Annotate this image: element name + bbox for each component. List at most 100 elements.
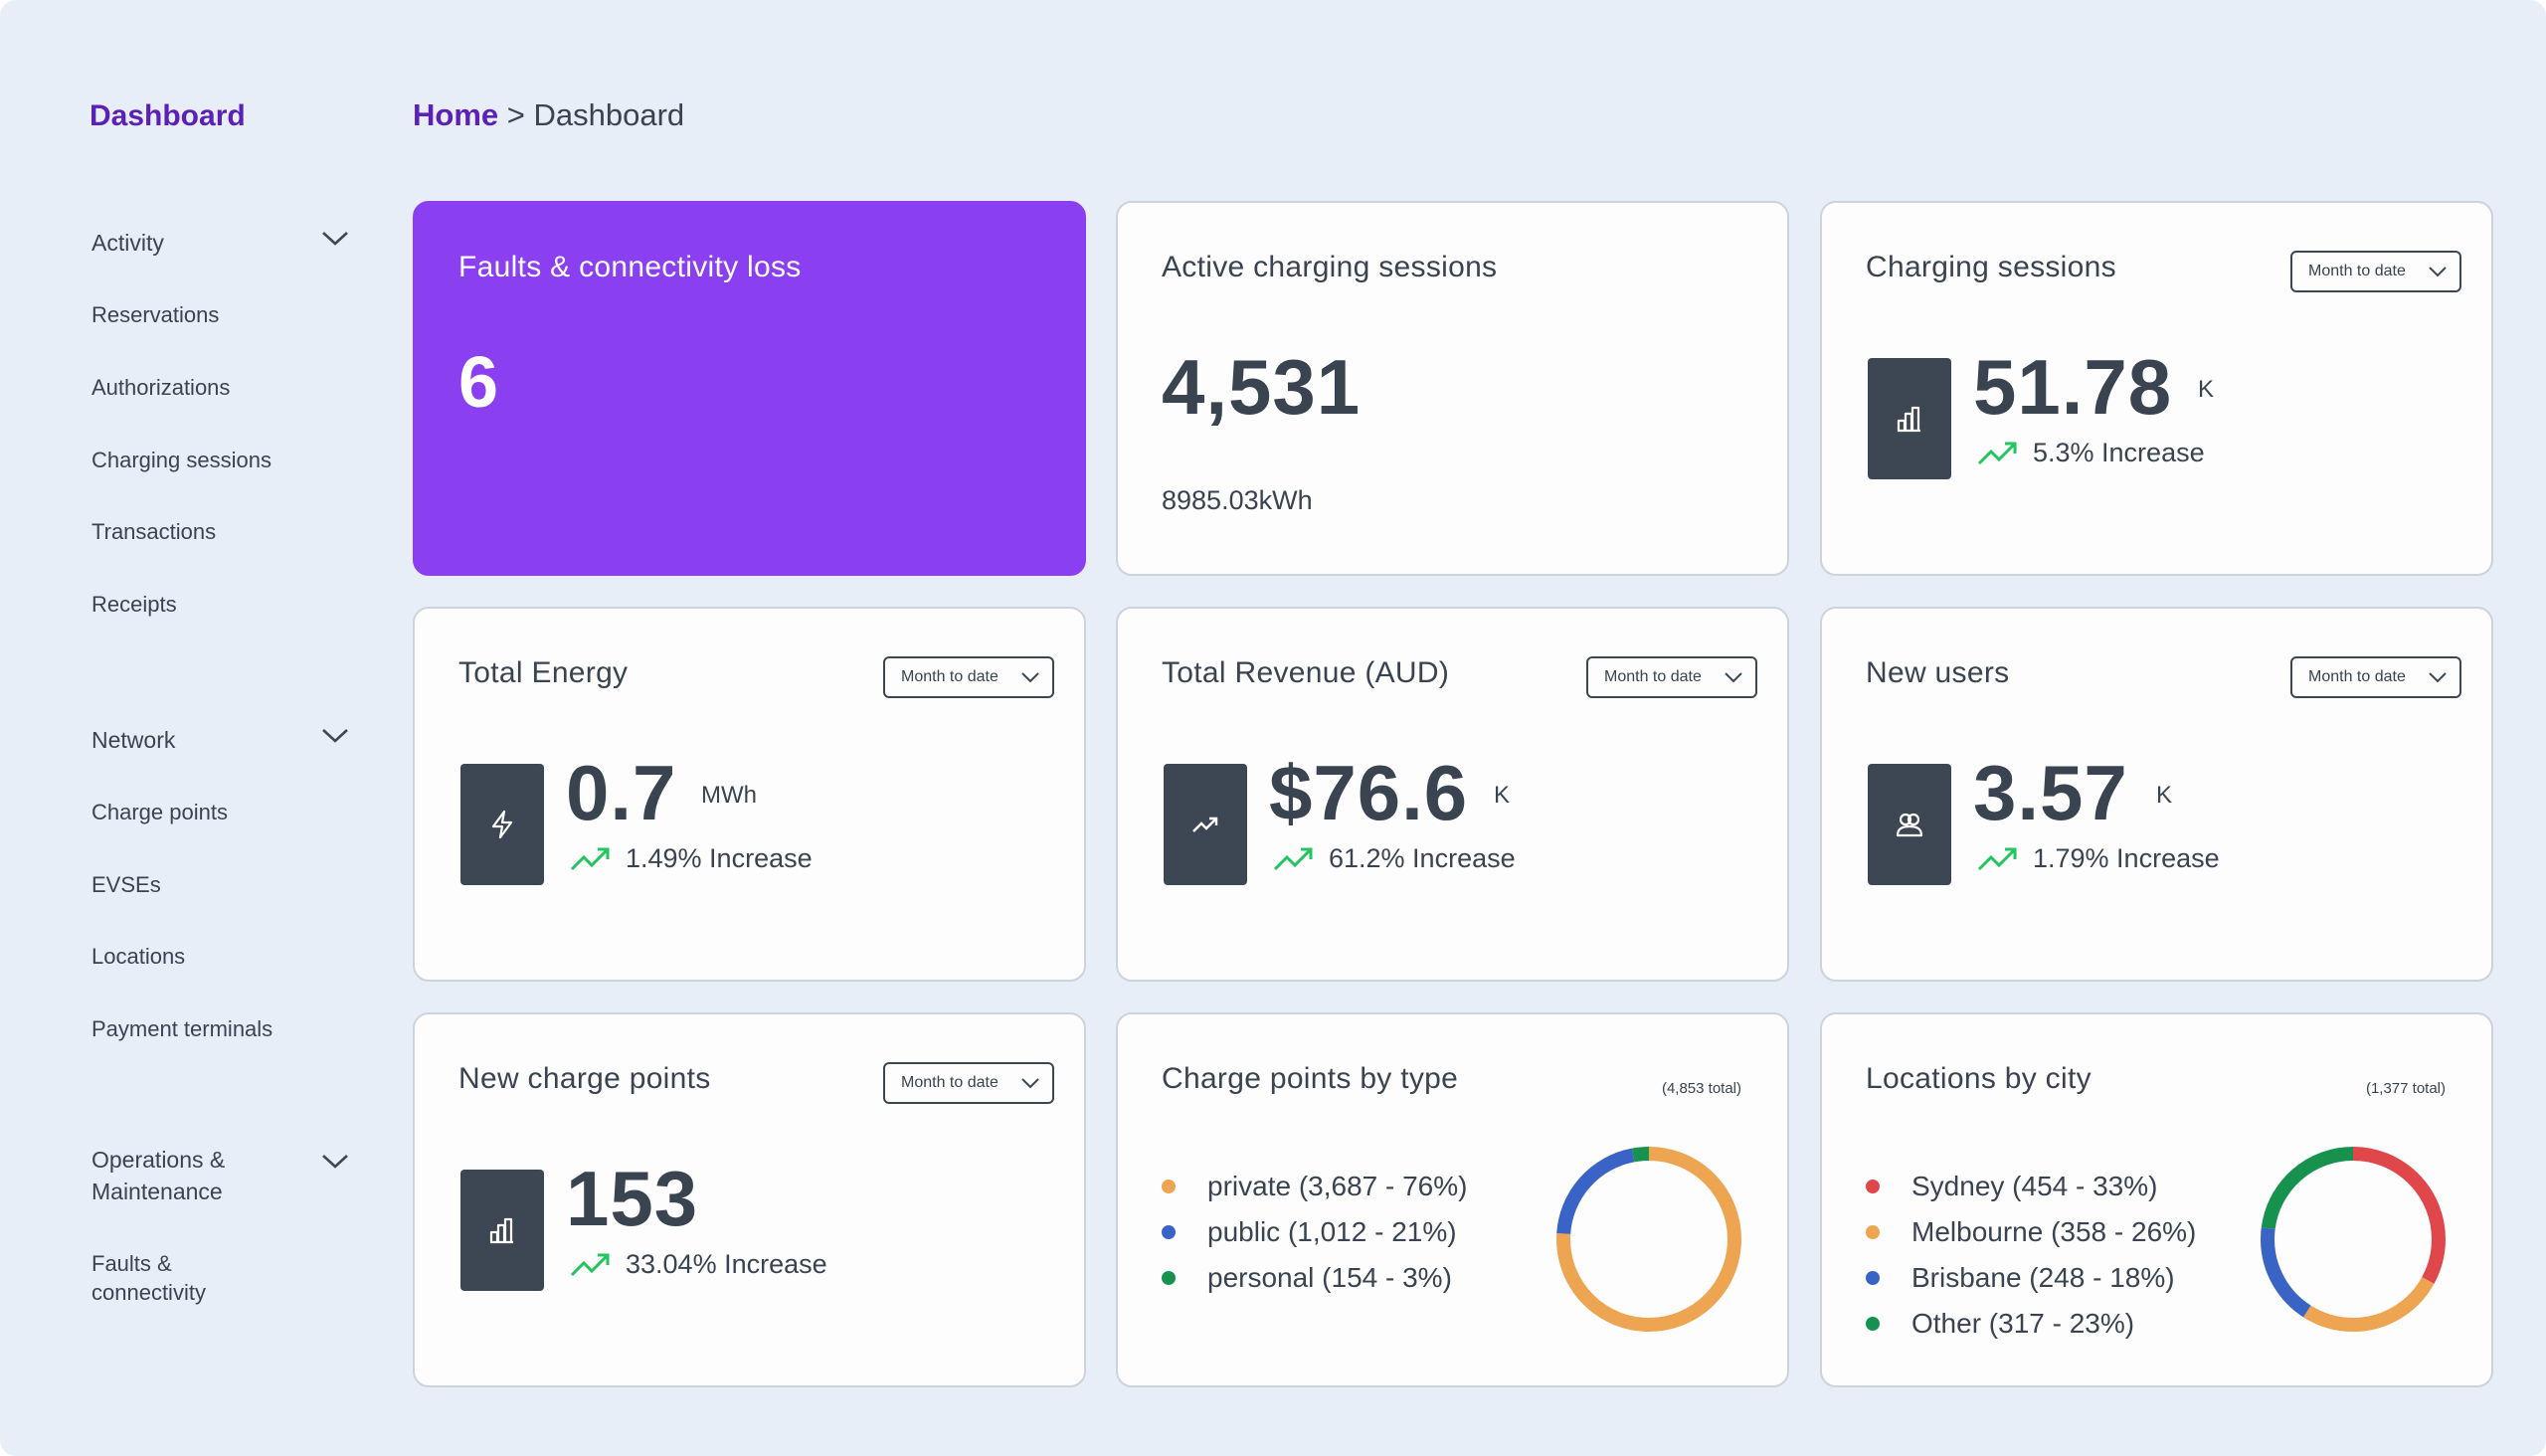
card-title: Total Energy <box>458 656 629 689</box>
legend-dot <box>1162 1271 1176 1285</box>
new-users-unit: K <box>2156 782 2173 809</box>
sidebar-item-payment-terminals[interactable]: Payment terminals <box>91 1016 273 1041</box>
active-sessions-card[interactable]: Active charging sessions 4,531 8985.03kW… <box>1116 201 1789 576</box>
trend-label: 61.2% Increase <box>1329 843 1516 873</box>
dropdown-label: Month to date <box>901 1074 999 1091</box>
period-dropdown[interactable]: Month to date <box>883 656 1054 698</box>
sidebar-item-authorizations[interactable]: Authorizations <box>91 375 231 400</box>
period-dropdown[interactable]: Month to date <box>2290 656 2461 698</box>
donut-legend: private (3,687 - 76%) public (1,012 - 21… <box>1162 1164 1467 1301</box>
trend-arrow-icon-box <box>1164 764 1247 885</box>
trend-label: 1.49% Increase <box>626 843 813 873</box>
sidebar-item-charge-points[interactable]: Charge points <box>91 800 228 824</box>
period-dropdown[interactable]: Month to date <box>1586 656 1757 698</box>
trend-up-icon <box>1977 442 2017 464</box>
legend-dot <box>1162 1180 1176 1193</box>
nav-head-network[interactable]: Network <box>91 718 350 762</box>
legend-item: Melbourne (358 - 26%) <box>1866 1209 2196 1255</box>
donut-segment-other <box>2261 1147 2446 1332</box>
sidebar-item-evses[interactable]: EVSEs <box>91 872 161 897</box>
trend-label: 33.04% Increase <box>626 1249 827 1279</box>
charge-points-by-type-card[interactable]: Charge points by type (4,853 total) priv… <box>1116 1012 1789 1387</box>
nav-head-operations[interactable]: Operations & Maintenance <box>91 1144 350 1213</box>
chevron-down-icon[interactable] <box>320 227 350 251</box>
legend-item: personal (154 - 3%) <box>1162 1255 1467 1301</box>
nav-head-label: Operations & Maintenance <box>91 1144 225 1207</box>
total-energy-value: 0.7 <box>566 749 677 836</box>
card-title: Active charging sessions <box>1162 251 1498 283</box>
total-energy-card[interactable]: Total Energy Month to date 0.7 MWh 1.49%… <box>413 607 1086 982</box>
trend-label: 5.3% Increase <box>2033 438 2205 467</box>
legend-label: Melbourne (358 - 26%) <box>1911 1216 2197 1247</box>
locations-by-city-card[interactable]: Locations by city (1,377 total) Sydney (… <box>1820 1012 2493 1387</box>
bar-chart-icon <box>1897 406 1920 433</box>
new-users-card[interactable]: New users Month to date 3.57 K 1.79% Inc… <box>1820 607 2493 982</box>
legend-item: public (1,012 - 21%) <box>1162 1209 1467 1255</box>
donut-segment-melbourne <box>2261 1147 2446 1332</box>
total-count: (4,853 total) <box>1661 1080 1741 1097</box>
chevron-down-icon[interactable] <box>320 1150 350 1174</box>
faults-card[interactable]: Faults & connectivity loss 6 <box>413 201 1086 576</box>
faults-value: 6 <box>458 343 500 423</box>
trend-up-icon <box>570 1253 610 1276</box>
active-sessions-energy: 8985.03kWh <box>1162 485 1313 515</box>
bar-chart-icon-box <box>1868 358 1951 479</box>
legend-dot <box>1162 1225 1176 1239</box>
sidebar-item-receipts[interactable]: Receipts <box>91 592 177 617</box>
dropdown-label: Month to date <box>2308 668 2406 685</box>
chevron-down-icon <box>2429 267 2447 277</box>
legend-label: Sydney (454 - 33%) <box>1911 1171 2158 1201</box>
legend-dot <box>1866 1180 1880 1193</box>
sidebar-brand[interactable]: Dashboard <box>90 99 246 132</box>
trend-label: 1.79% Increase <box>2033 843 2220 873</box>
legend-dot <box>1866 1317 1880 1331</box>
active-sessions-value: 4,531 <box>1162 343 1362 431</box>
charging-sessions-unit: K <box>2198 376 2215 403</box>
chevron-down-icon <box>2429 672 2447 683</box>
donut-legend: Sydney (454 - 33%) Melbourne (358 - 26%)… <box>1866 1164 2196 1347</box>
card-title: New users <box>1866 656 2010 689</box>
dropdown-label: Month to date <box>2308 263 2406 279</box>
new-users-trend: 1.79% Increase <box>1977 843 2220 874</box>
legend-label: private (3,687 - 76%) <box>1207 1171 1468 1201</box>
legend-label: public (1,012 - 21%) <box>1207 1216 1457 1247</box>
legend-item: private (3,687 - 76%) <box>1162 1164 1467 1209</box>
sidebar-item-locations[interactable]: Locations <box>91 944 186 969</box>
legend-label: Other (317 - 23%) <box>1911 1308 2135 1339</box>
total-revenue-value: $76.6 <box>1269 749 1469 836</box>
period-dropdown[interactable]: Month to date <box>883 1062 1054 1104</box>
donut-chart <box>1556 1147 1741 1332</box>
chevron-down-icon[interactable] <box>320 724 350 748</box>
nav-head-activity[interactable]: Activity <box>91 221 350 265</box>
sidebar-item-reservations[interactable]: Reservations <box>91 302 220 327</box>
new-charge-points-card[interactable]: New charge points Month to date 153 33.0… <box>413 1012 1086 1387</box>
breadcrumb: Home > Dashboard <box>413 97 684 133</box>
breadcrumb-home-link[interactable]: Home <box>413 97 499 132</box>
new-charge-points-value: 153 <box>566 1155 699 1242</box>
new-users-value: 3.57 <box>1973 749 2128 836</box>
total-revenue-unit: K <box>1494 782 1511 809</box>
charging-sessions-value: 51.78 <box>1973 343 2173 431</box>
nav-head-label-line2: Maintenance <box>91 1179 223 1204</box>
sidebar-item-transactions[interactable]: Transactions <box>91 519 217 544</box>
period-dropdown[interactable]: Month to date <box>2290 251 2461 292</box>
users-icon-box <box>1868 764 1951 885</box>
sidebar-item-charging-sessions[interactable]: Charging sessions <box>91 448 272 472</box>
legend-dot <box>1866 1271 1880 1285</box>
bar-chart-icon <box>489 1217 513 1244</box>
nav-head-label: Network <box>91 727 176 753</box>
nav-group-network: Network Charge points EVSEs Locations Pa… <box>91 718 350 1041</box>
lightning-icon <box>491 810 513 839</box>
dropdown-label: Month to date <box>1604 668 1702 685</box>
sidebar-item-faults-connectivity[interactable]: Faults & connectivity <box>91 1249 206 1307</box>
lightning-icon-box <box>460 764 544 885</box>
total-energy-unit: MWh <box>701 782 757 809</box>
charging-sessions-card[interactable]: Charging sessions Month to date 51.78 K … <box>1820 201 2493 576</box>
chevron-down-icon <box>1021 672 1039 683</box>
total-revenue-card[interactable]: Total Revenue (AUD) Month to date $76.6 … <box>1116 607 1789 982</box>
donut-segment-brisbane <box>2261 1147 2446 1332</box>
sidebar-item-label-line1: Faults & <box>91 1251 172 1276</box>
nav-head-label: Activity <box>91 230 164 256</box>
donut-segment-personal <box>1556 1147 1741 1332</box>
